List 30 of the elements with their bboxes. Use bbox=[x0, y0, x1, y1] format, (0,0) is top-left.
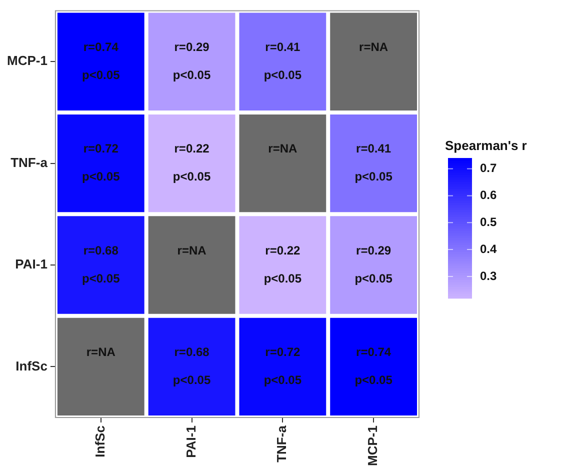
x-tick-label: MCP-1 bbox=[365, 426, 380, 466]
color-bar-label: 0.4 bbox=[480, 242, 498, 256]
data-label: r=0.22 p<0.05 bbox=[172, 142, 211, 184]
y-tick-label: TNF-a bbox=[10, 154, 48, 170]
data-label: r=0.72 p<0.05 bbox=[82, 142, 120, 184]
data-label: r=0.74 p<0.05 bbox=[354, 345, 393, 388]
legend-title: Spearman's r bbox=[445, 138, 527, 153]
data-label: r=0.72 p<0.05 bbox=[264, 345, 302, 388]
color-bar-label: 0.7 bbox=[480, 161, 498, 176]
text: r=NA bbox=[177, 243, 206, 258]
data-label: r=0.41 p<0.05 bbox=[264, 40, 302, 82]
y-tick-label: InfSc bbox=[16, 358, 48, 374]
data-label: r=0.29 p<0.05 bbox=[172, 40, 211, 82]
data-label: r=0.29 p<0.05 bbox=[354, 243, 393, 286]
data-label: r=0.74 p<0.05 bbox=[82, 40, 120, 82]
x-tick-label: PAI-1 bbox=[183, 426, 198, 458]
x-tick-label: InfSc bbox=[92, 426, 108, 458]
color-bar-label: 0.6 bbox=[480, 188, 498, 202]
y-tick-label: MCP-1 bbox=[6, 53, 48, 68]
data-label: r=0.41 p<0.05 bbox=[354, 142, 393, 184]
text: r=NA bbox=[268, 142, 298, 156]
color-bar-label: 0.5 bbox=[480, 214, 498, 229]
data-label: r=0.68 p<0.05 bbox=[172, 345, 211, 388]
x-tick-label: TNF-a bbox=[274, 424, 290, 462]
data-label: r=0.22 p<0.05 bbox=[264, 243, 302, 286]
text: r=NA bbox=[86, 345, 116, 360]
text: r=NA bbox=[359, 40, 388, 54]
color-bar-label: 0.3 bbox=[480, 268, 498, 283]
y-tick-label: PAI-1 bbox=[15, 256, 48, 272]
data-label: r=0.68 p<0.05 bbox=[82, 243, 120, 286]
